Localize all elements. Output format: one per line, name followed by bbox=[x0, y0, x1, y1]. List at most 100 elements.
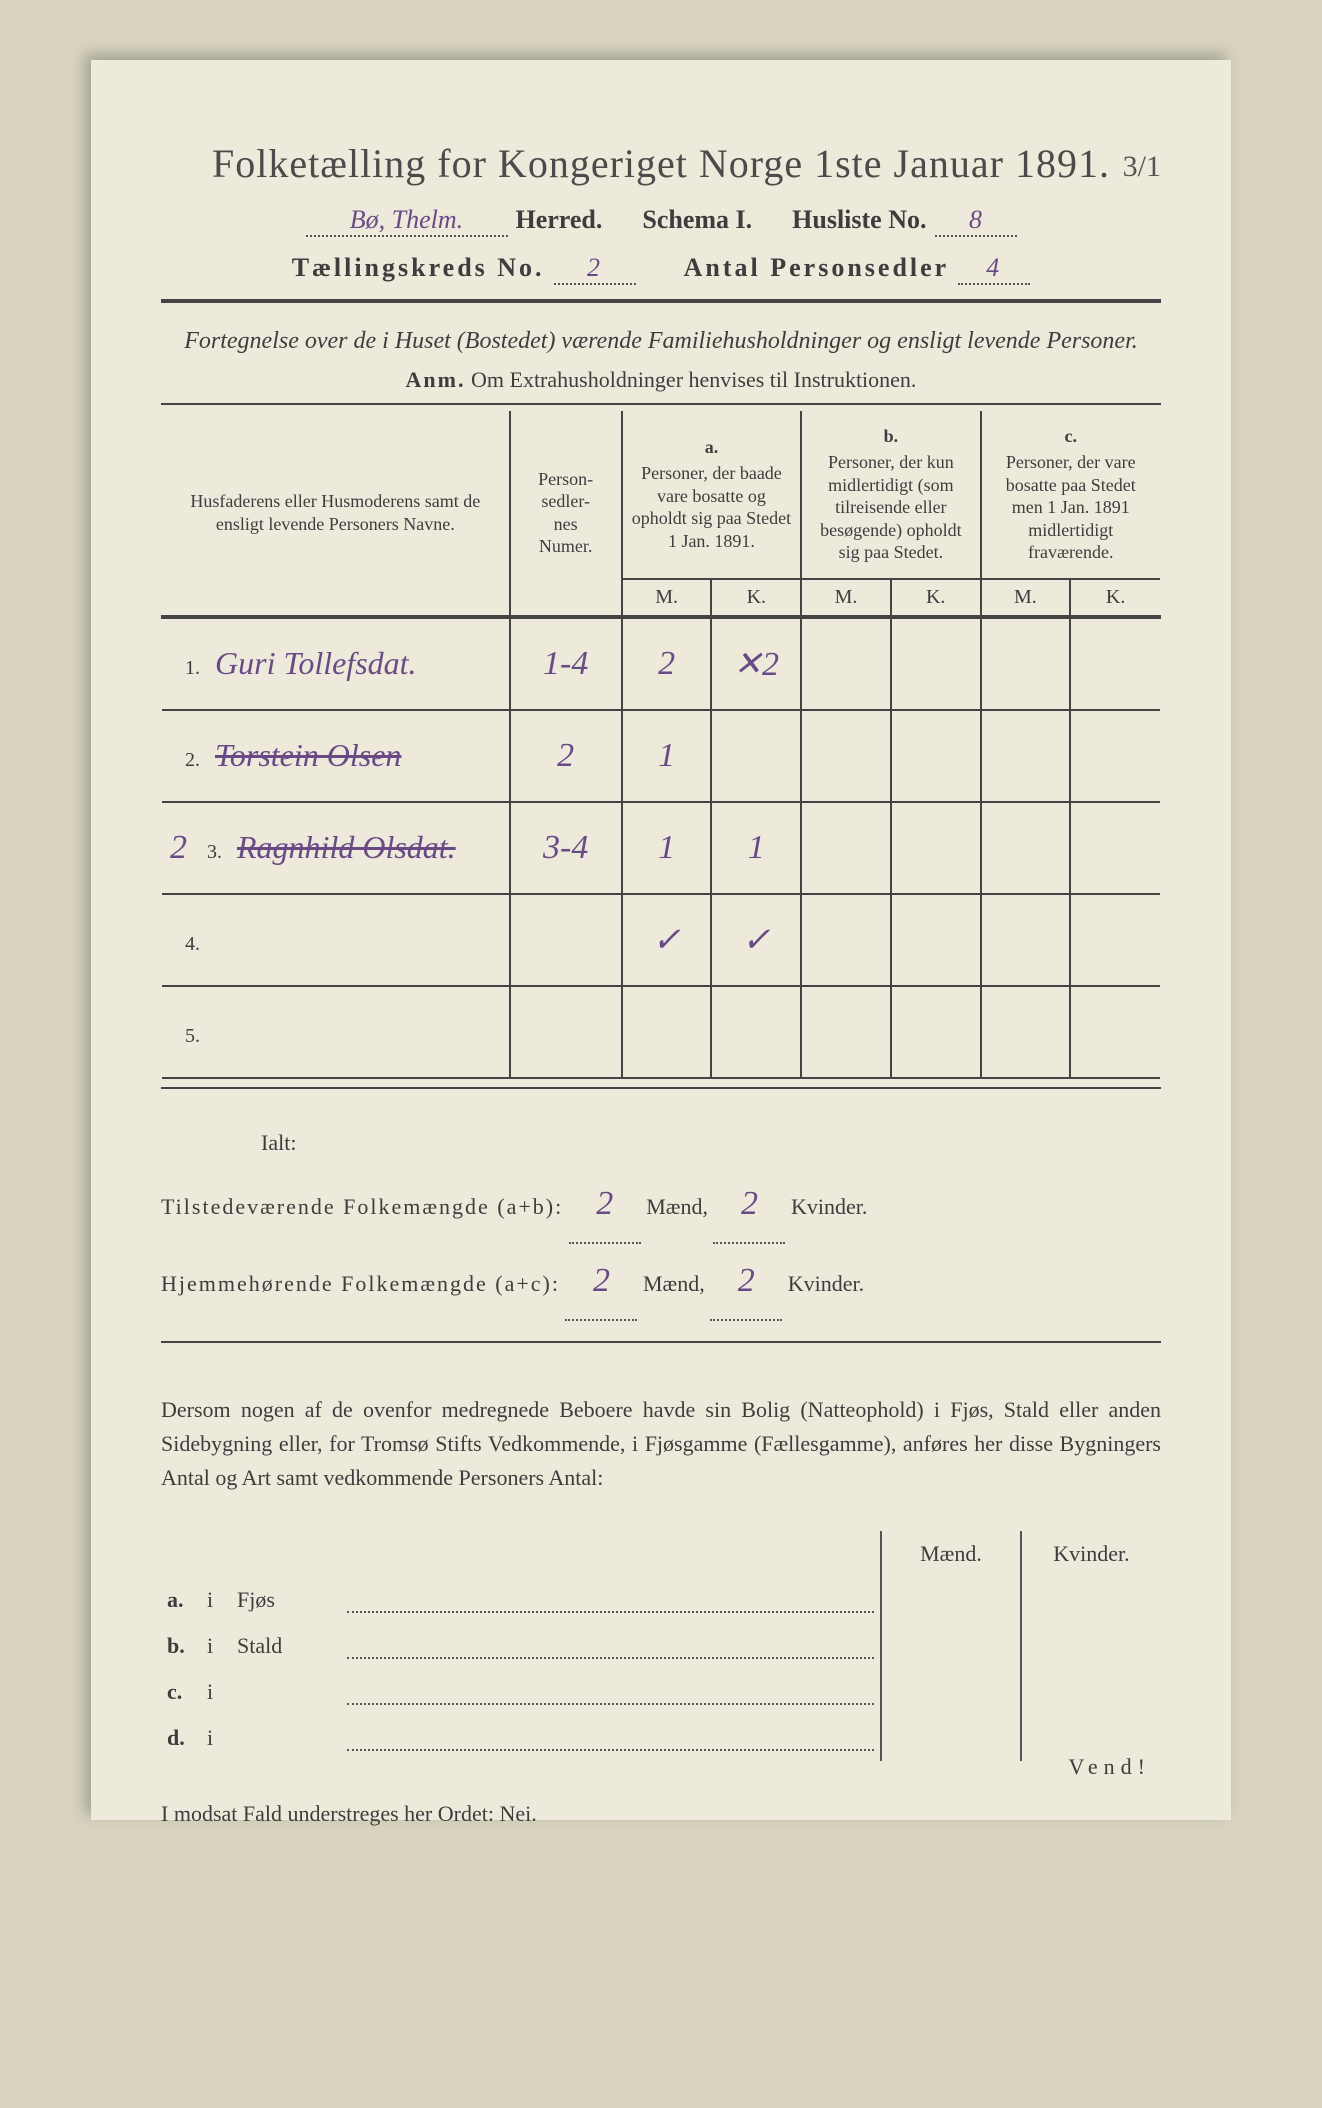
vend-label: Vend! bbox=[1068, 1754, 1151, 1780]
herred-label: Herred. bbox=[516, 205, 603, 235]
buildings-label bbox=[231, 1669, 341, 1715]
row-name: Guri Tollefsdat. bbox=[215, 645, 417, 681]
col-a-header: a. Personer, der baade vare bosatte og o… bbox=[622, 411, 801, 579]
row-name-cell: 2. Torstein Olsen bbox=[162, 710, 510, 802]
maend-label: Mænd, bbox=[643, 1271, 705, 1296]
buildings-maend-cell bbox=[881, 1623, 1021, 1669]
anm-text: Om Extrahusholdninger henvises til Instr… bbox=[471, 367, 916, 392]
kvinder-label: Kvinder. bbox=[788, 1271, 864, 1296]
row-name-cell: 1. Guri Tollefsdat. bbox=[162, 619, 510, 710]
buildings-dots bbox=[341, 1577, 881, 1623]
row-b-k bbox=[891, 710, 981, 802]
row-a-k bbox=[711, 986, 801, 1078]
row-a-m: 2 bbox=[622, 619, 712, 710]
buildings-i: i bbox=[201, 1669, 231, 1715]
row-b-k bbox=[891, 619, 981, 710]
ialt-label: Ialt: bbox=[261, 1119, 1161, 1167]
col-a-k: K. bbox=[711, 579, 801, 617]
row-a-k: ✓ bbox=[711, 894, 801, 986]
table-row: 2 3. Ragnhild Olsdat.3-411 bbox=[162, 802, 1160, 894]
buildings-row: a.iFjøs bbox=[161, 1577, 1161, 1623]
buildings-pre: a. bbox=[161, 1577, 201, 1623]
row-num-print: 4. bbox=[170, 933, 210, 956]
row-c-m bbox=[981, 894, 1071, 986]
col-b-label: b. bbox=[810, 425, 971, 448]
table-row: 5. bbox=[162, 986, 1160, 1078]
row-c-m bbox=[981, 619, 1071, 710]
row-name-cell: 2 3. Ragnhild Olsdat. bbox=[162, 802, 510, 894]
col-a-label: a. bbox=[631, 436, 792, 459]
row-numer: 2 bbox=[510, 710, 622, 802]
row-b-k bbox=[891, 986, 981, 1078]
row-c-m bbox=[981, 802, 1071, 894]
col-name-header: Husfaderens eller Husmoderens samt de en… bbox=[162, 411, 510, 617]
row-a-m: 1 bbox=[622, 802, 712, 894]
present-k: 2 bbox=[713, 1167, 785, 1244]
row-name-cell: 5. bbox=[162, 986, 510, 1078]
kreds-label: Tællingskreds No. bbox=[292, 253, 545, 282]
col-b-m: M. bbox=[801, 579, 891, 617]
row-c-k bbox=[1070, 894, 1160, 986]
row-num-print: 3. bbox=[192, 841, 232, 864]
row-c-m bbox=[981, 986, 1071, 1078]
page-title: Folketælling for Kongeriget Norge 1ste J… bbox=[161, 140, 1161, 187]
row-num-print: 2. bbox=[170, 749, 210, 772]
row-name: Ragnhild Olsdat. bbox=[237, 829, 456, 865]
divider bbox=[161, 403, 1161, 405]
row-c-k bbox=[1070, 986, 1160, 1078]
present-m: 2 bbox=[569, 1167, 641, 1244]
row-a-m bbox=[622, 986, 712, 1078]
buildings-kvinder-cell bbox=[1021, 1577, 1161, 1623]
col-b-text: Personer, der kun midlertidigt (som tilr… bbox=[820, 452, 961, 562]
row-a-k: 1 bbox=[711, 802, 801, 894]
buildings-i: i bbox=[201, 1623, 231, 1669]
col-b-header: b. Personer, der kun midlertidigt (som t… bbox=[801, 411, 980, 579]
row-c-k bbox=[1070, 619, 1160, 710]
table-row: 1. Guri Tollefsdat.1-42✕2 bbox=[162, 619, 1160, 710]
buildings-label bbox=[231, 1715, 341, 1761]
maend-label: Mænd, bbox=[646, 1194, 708, 1219]
buildings-dots bbox=[341, 1669, 881, 1715]
buildings-dots bbox=[341, 1715, 881, 1761]
footer-line: I modsat Fald understreges her Ordet: Ne… bbox=[161, 1801, 1161, 1827]
col-a-m: M. bbox=[622, 579, 712, 617]
buildings-kvinder-cell bbox=[1021, 1623, 1161, 1669]
buildings-i: i bbox=[201, 1577, 231, 1623]
row-b-k bbox=[891, 894, 981, 986]
buildings-label: Fjøs bbox=[231, 1577, 341, 1623]
herred-line: Bø, Thelm. Herred. Schema I. Husliste No… bbox=[161, 205, 1161, 237]
row-b-m bbox=[801, 894, 891, 986]
row-num-hand: 2 bbox=[170, 829, 187, 866]
herred-value: Bø, Thelm. bbox=[306, 205, 508, 237]
schema-label: Schema I. bbox=[642, 205, 752, 235]
buildings-pre: c. bbox=[161, 1669, 201, 1715]
antal-value: 4 bbox=[958, 253, 1030, 285]
buildings-pre: d. bbox=[161, 1715, 201, 1761]
buildings-pre: b. bbox=[161, 1623, 201, 1669]
present-label: Tilstedeværende Folkemængde (a+b): bbox=[161, 1194, 563, 1219]
row-b-k bbox=[891, 802, 981, 894]
col-c-label: c. bbox=[990, 425, 1152, 448]
col-numer-header: Person- sedler- nes Numer. bbox=[510, 411, 622, 617]
row-c-k bbox=[1070, 710, 1160, 802]
row-c-m bbox=[981, 710, 1071, 802]
resident-k: 2 bbox=[710, 1244, 782, 1321]
row-num-print: 5. bbox=[170, 1025, 210, 1048]
buildings-i: i bbox=[201, 1715, 231, 1761]
kreds-value: 2 bbox=[554, 253, 636, 285]
row-numer bbox=[510, 986, 622, 1078]
totals-block: Ialt: Tilstedeværende Folkemængde (a+b):… bbox=[161, 1119, 1161, 1321]
buildings-maend-cell bbox=[881, 1669, 1021, 1715]
row-name-cell: 4. bbox=[162, 894, 510, 986]
row-a-m: ✓ bbox=[622, 894, 712, 986]
col-c-header: c. Personer, der vare bosatte paa Stedet… bbox=[981, 411, 1160, 579]
col-a-text: Personer, der baade vare bosatte og opho… bbox=[632, 463, 791, 551]
kreds-line: Tællingskreds No. 2 Antal Personsedler 4 bbox=[161, 253, 1161, 285]
row-numer: 1-4 bbox=[510, 619, 622, 710]
row-b-m bbox=[801, 802, 891, 894]
divider bbox=[161, 299, 1161, 303]
row-b-m bbox=[801, 986, 891, 1078]
row-num-print: 1. bbox=[170, 657, 210, 680]
buildings-row: b.iStald bbox=[161, 1623, 1161, 1669]
buildings-row: d.i bbox=[161, 1715, 1161, 1761]
